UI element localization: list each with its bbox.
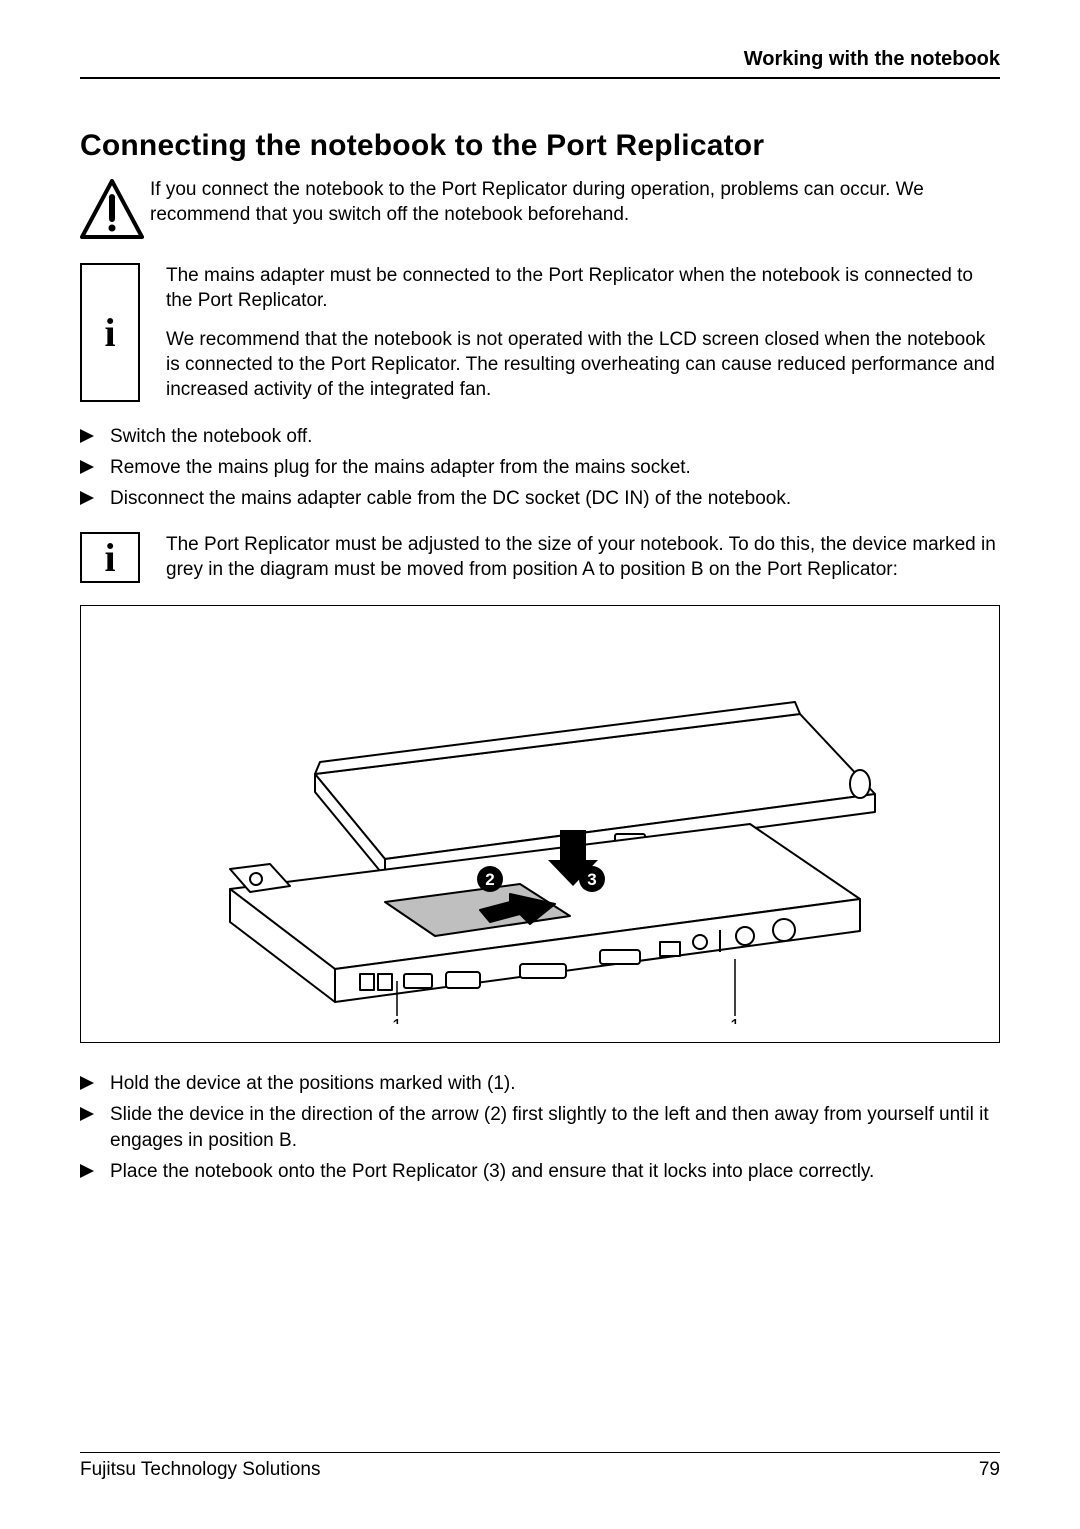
info1-p1: The mains adapter must be connected to t… (166, 263, 1000, 313)
page-footer: Fujitsu Technology Solutions 79 (80, 1452, 1000, 1481)
diagram-label-2: 2 (485, 870, 494, 889)
footer-page-number: 79 (979, 1459, 1000, 1481)
diagram-label-1b: 1 (730, 1016, 740, 1024)
diagram-label-3: 3 (587, 870, 596, 889)
warning-icon (80, 177, 150, 241)
diagram-label-1a: 1 (392, 1016, 402, 1024)
steps-list-2: Hold the device at the positions marked … (80, 1071, 1000, 1185)
warning-callout: If you connect the notebook to the Port … (80, 177, 1000, 241)
port-replicator-diagram: 2 3 1 1 (160, 624, 920, 1024)
info-box-2: i The Port Replicator must be adjusted t… (80, 532, 1000, 583)
page-title: Connecting the notebook to the Port Repl… (80, 129, 1000, 163)
warning-text: If you connect the notebook to the Port … (150, 177, 1000, 227)
info1-p2: We recommend that the notebook is not op… (166, 327, 1000, 402)
step-item: Hold the device at the positions marked … (80, 1071, 1000, 1098)
footer-left: Fujitsu Technology Solutions (80, 1459, 320, 1481)
step-item: Disconnect the mains adapter cable from … (80, 486, 1000, 513)
header-section: Working with the notebook (80, 48, 1000, 79)
step-item: Slide the device in the direction of the… (80, 1102, 1000, 1155)
info-box-1: i The mains adapter must be connected to… (80, 263, 1000, 402)
steps-list-1: Switch the notebook off. Remove the main… (80, 424, 1000, 512)
info2-p1: The Port Replicator must be adjusted to … (166, 532, 1000, 582)
info-icon: i (80, 532, 140, 583)
step-item: Remove the mains plug for the mains adap… (80, 455, 1000, 482)
step-item: Place the notebook onto the Port Replica… (80, 1159, 1000, 1186)
step-item: Switch the notebook off. (80, 424, 1000, 451)
info-icon: i (80, 263, 140, 402)
diagram-frame: 2 3 1 1 (80, 605, 1000, 1043)
